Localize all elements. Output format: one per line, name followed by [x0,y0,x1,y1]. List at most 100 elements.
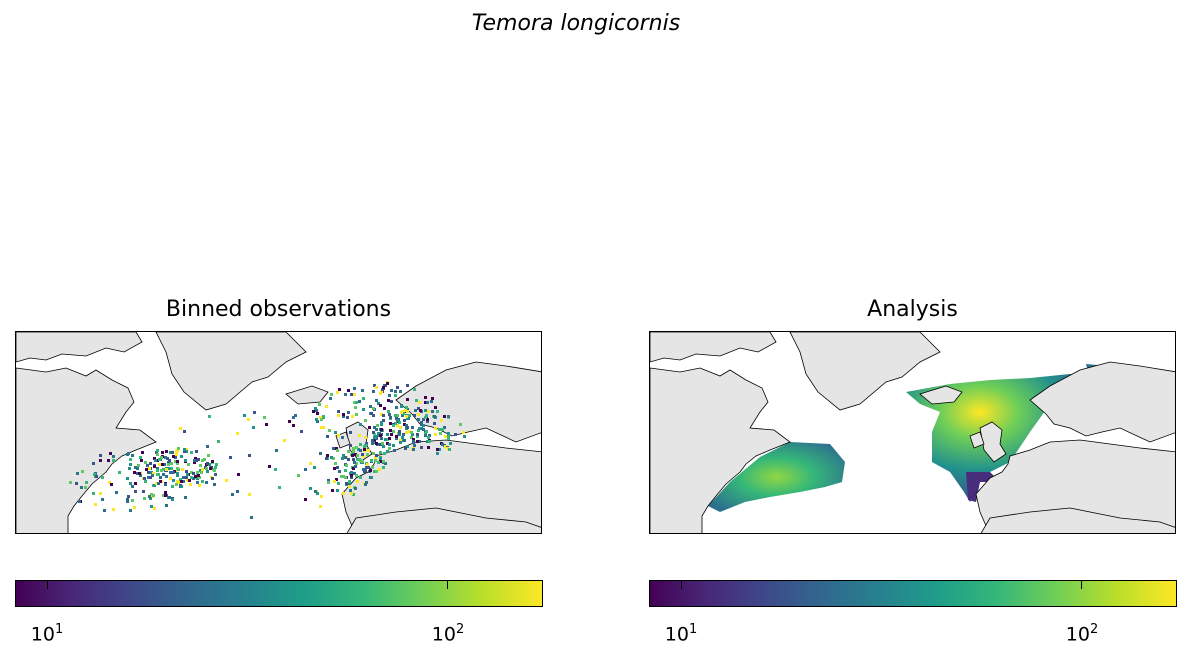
observation-bin [76,472,79,475]
observation-bin [176,449,179,452]
observation-bin [217,440,220,443]
colorbar-analysis [649,580,1177,607]
observation-bin [84,486,87,489]
observation-bin [171,498,174,501]
observation-bin [344,456,347,459]
observation-bin [344,469,347,472]
observation-bin [304,498,307,501]
observation-bin [362,408,365,411]
observation-bin [384,438,387,441]
map-analysis [649,331,1176,534]
observation-bin [372,431,375,434]
observation-bin [389,422,392,425]
observation-bin [447,432,450,435]
observation-bin [441,428,444,431]
observation-bin [143,497,146,500]
observation-bin [175,483,178,486]
observation-bin [459,423,462,426]
observation-bin [364,419,367,422]
observation-bin [154,459,157,462]
observation-bin [187,463,190,466]
observation-bin [436,410,439,413]
observation-bin [424,416,427,419]
observation-bin [92,492,95,495]
observation-bin [341,436,344,439]
observation-bin [379,404,382,407]
observation-bin [363,470,366,473]
observation-bin [147,476,150,479]
observation-bin [408,414,411,417]
observation-bin [288,420,291,423]
observation-bin [155,482,158,485]
observation-bin [211,460,214,463]
observation-bin [325,405,328,408]
observation-bin [395,417,398,420]
observation-bin [252,426,255,429]
observation-bin [420,421,423,424]
observation-bin [406,426,409,429]
observation-bin [194,457,197,460]
observation-bin [340,475,343,478]
observation-bin [417,418,420,421]
observation-bin [337,410,340,413]
map-binned-observations [15,331,542,534]
observation-bin [145,468,148,471]
observation-bin [186,473,189,476]
observation-bin [162,494,165,497]
observation-bin [348,482,351,485]
observation-bin [333,467,336,470]
observation-bin [441,443,444,446]
observation-bin [156,467,159,470]
observation-bin [80,486,83,489]
observation-bin [362,468,365,471]
observation-bin [371,442,374,445]
observation-bin [179,427,182,430]
observation-bin [379,451,382,454]
observation-bin [165,504,168,507]
observation-bin [364,483,367,486]
observation-bin [333,480,336,483]
observation-bin [427,436,430,439]
observation-bin [448,448,451,451]
observation-bin [377,402,380,405]
observation-bin [352,467,355,470]
land-north-america [16,332,157,533]
observation-bin [359,423,362,426]
observation-bin [416,433,419,436]
observation-bin [327,481,330,484]
observation-bin [420,446,423,449]
observation-bin [386,438,389,441]
observation-bin [382,386,385,389]
observation-bin [165,475,168,478]
observation-bin [352,447,355,450]
colorbar-tick [447,581,448,589]
observation-bin [356,480,359,483]
observation-bin [194,475,197,478]
observation-bin [400,411,403,414]
observation-bin [169,477,172,480]
observation-bin [155,451,158,454]
observation-bin [75,482,78,485]
observation-bin [354,465,357,468]
observation-bin [319,505,322,508]
observation-bin [183,430,186,433]
observation-bin [334,431,337,434]
observation-bin [411,433,414,436]
observation-bin [406,410,409,413]
observation-bin [362,397,365,400]
observation-bin [353,401,356,404]
observation-bin [386,450,389,453]
observation-bin [292,424,295,427]
observation-bin [176,480,179,483]
observation-bin [349,431,352,434]
observation-bin [315,409,318,412]
observation-bin [193,461,196,464]
observation-bin [126,477,129,480]
observation-bin [438,448,441,451]
observation-bin [143,477,146,480]
observation-bin [109,452,112,455]
observation-bin [101,476,104,479]
observation-bin [342,454,345,457]
observation-bin [394,390,397,393]
observation-bin [201,459,204,462]
